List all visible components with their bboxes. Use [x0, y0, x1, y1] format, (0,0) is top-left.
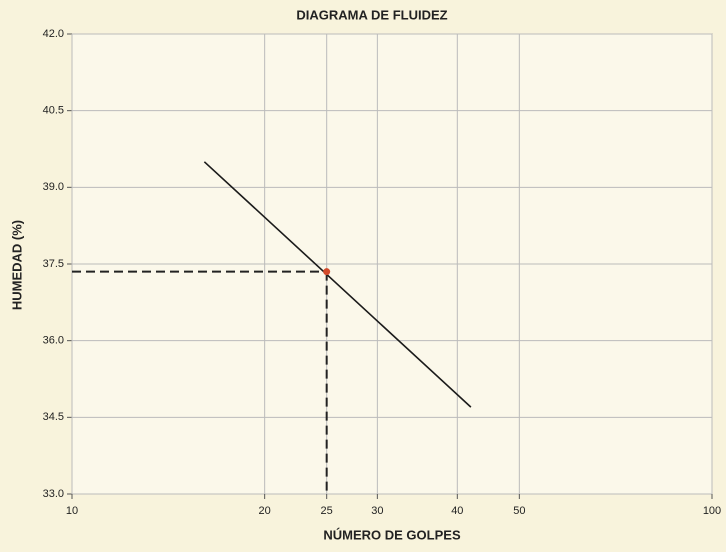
flow-line: [203, 161, 472, 408]
x-tick-label: 100: [703, 505, 721, 517]
y-tick-label: 40.5: [43, 105, 64, 117]
x-tick-label: 50: [513, 505, 525, 517]
x-tick-label: 30: [371, 505, 383, 517]
chart-title: DIAGRAMA DE FLUIDEZ: [296, 7, 447, 22]
y-tick-label: 36.0: [43, 335, 64, 347]
y-tick-label: 42.0: [43, 28, 64, 40]
x-tick-label: 40: [451, 505, 463, 517]
y-axis-label: HUMEDAD (%): [9, 220, 24, 310]
y-tick-label: 37.5: [43, 258, 64, 270]
y-tick-label: 39.0: [43, 181, 64, 193]
y-tick-label: 34.5: [43, 411, 64, 423]
x-tick-label: 20: [259, 505, 271, 517]
x-axis-label: NÚMERO DE GOLPES: [323, 527, 461, 542]
y-tick-label: 33.0: [43, 488, 64, 500]
x-tick-label: 10: [66, 505, 78, 517]
data-point: [323, 268, 331, 276]
x-tick-label: 25: [321, 505, 333, 517]
